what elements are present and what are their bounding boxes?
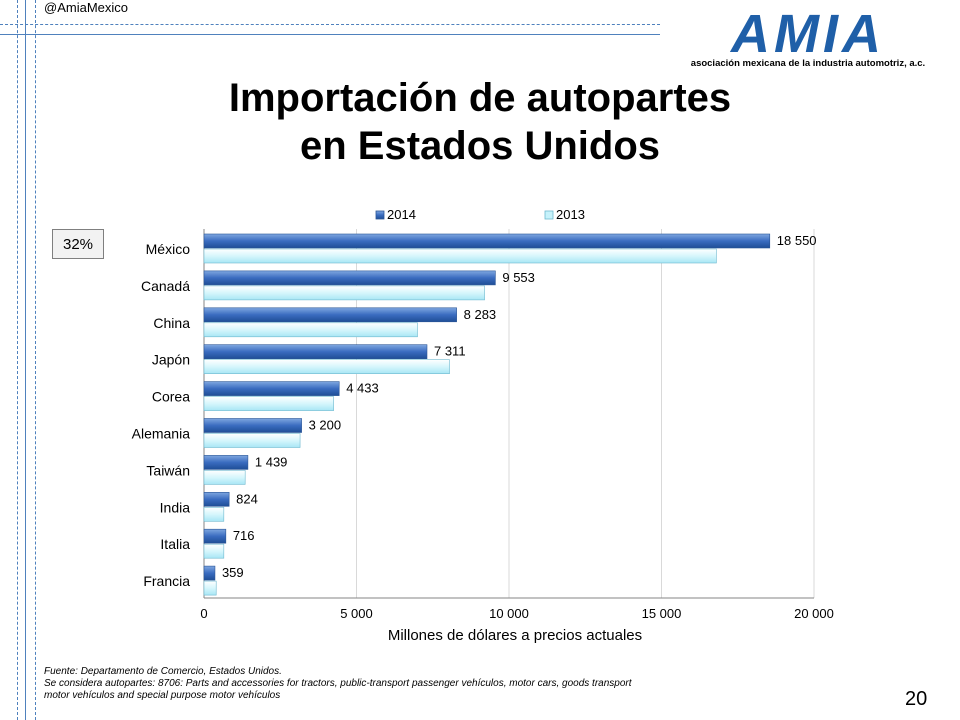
page-title-line-1: Importación de autopartes xyxy=(228,76,732,120)
data-label: 716 xyxy=(233,528,255,543)
amia-logo-tagline: asociación mexicana de la industria auto… xyxy=(691,58,925,69)
bar-2014 xyxy=(203,565,216,581)
legend-swatch-2014 xyxy=(375,210,385,220)
category-label: Canadá xyxy=(141,278,190,294)
x-axis-title: Millones de dólares a precios actuales xyxy=(388,627,642,644)
legend-label-2013: 2013 xyxy=(556,207,585,222)
category-label: China xyxy=(153,315,190,331)
category-label: México xyxy=(146,241,191,257)
data-label: 9 553 xyxy=(502,270,535,285)
category-label: Japón xyxy=(152,352,190,368)
footnote-definition-cont: motor vehículos and special purpose moto… xyxy=(44,690,281,701)
mexico-share-badge: 32% xyxy=(52,229,104,259)
frame-vertical-line-2 xyxy=(25,0,26,720)
amia-logo: AMIA asociación mexicana de la industria… xyxy=(691,8,925,69)
x-tick-label: 10 000 xyxy=(489,606,529,621)
category-label: Alemania xyxy=(132,426,191,442)
data-label: 359 xyxy=(222,565,244,580)
category-label: Taiwán xyxy=(146,462,190,478)
bar-2014 xyxy=(203,491,230,507)
data-label: 1 439 xyxy=(255,454,288,469)
category-label: Francia xyxy=(143,573,190,589)
data-label: 7 311 xyxy=(434,344,466,359)
bar-2014 xyxy=(203,307,457,323)
bar-2013 xyxy=(203,285,485,301)
x-tick-label: 20 000 xyxy=(794,606,834,621)
amia-logo-wordmark: AMIA xyxy=(729,8,885,64)
bar-2013 xyxy=(203,433,301,448)
bar-2014 xyxy=(203,270,496,286)
x-tick-label: 0 xyxy=(200,606,207,621)
bar-2014 xyxy=(203,344,428,360)
data-label: 8 283 xyxy=(464,307,497,322)
footnote: Fuente: Departamento de Comercio, Estado… xyxy=(44,666,784,702)
page-number: 20 xyxy=(905,688,928,710)
frame-vertical-line-3 xyxy=(35,0,36,720)
bar-2013 xyxy=(203,396,334,411)
bar-2013 xyxy=(203,470,246,485)
bar-2013 xyxy=(203,580,217,596)
bar-2014 xyxy=(203,455,249,470)
data-label: 3 200 xyxy=(309,418,342,433)
data-label: 4 433 xyxy=(346,381,379,396)
legend-label-2014: 2014 xyxy=(387,207,416,222)
frame-vertical-line-1 xyxy=(17,0,18,720)
category-label: Italia xyxy=(160,536,190,552)
data-label: 824 xyxy=(236,491,258,506)
category-label: India xyxy=(160,499,191,515)
bar-2013 xyxy=(203,359,450,375)
data-label: 18 550 xyxy=(777,233,817,248)
legend-swatch-2013 xyxy=(544,210,554,220)
category-label: Corea xyxy=(152,389,190,405)
bar-2014 xyxy=(203,528,227,544)
frame-horizontal-line-2 xyxy=(0,34,660,35)
x-tick-label: 5 000 xyxy=(340,606,373,621)
footnote-source: Fuente: Departamento de Comercio, Estado… xyxy=(44,666,282,677)
bar-2014 xyxy=(203,381,340,396)
bar-2014 xyxy=(203,418,302,433)
footnote-definition: Se considera autopartes: 8706: Parts and… xyxy=(44,678,632,689)
bar-2013 xyxy=(203,506,225,522)
page-title-line-2: en Estados Unidos xyxy=(299,124,661,168)
x-tick-label: 15 000 xyxy=(642,606,682,621)
bar-2013 xyxy=(203,248,717,264)
bar-2013 xyxy=(203,322,418,338)
bar-2013 xyxy=(203,543,225,559)
bar-2014 xyxy=(203,233,771,249)
social-handle: @AmiaMexico xyxy=(44,0,128,15)
frame-horizontal-line-1 xyxy=(0,24,660,25)
